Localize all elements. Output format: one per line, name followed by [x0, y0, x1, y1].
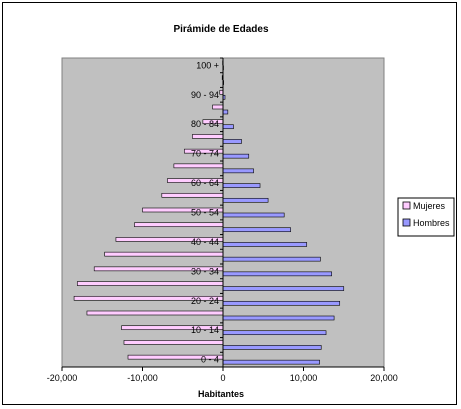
y-tick-label: 30 - 34 [191, 266, 219, 276]
bar-mujeres-55-59 [161, 192, 224, 198]
bar-hombres-40-44 [222, 242, 308, 247]
bar-hombres-75-79 [222, 139, 242, 144]
y-tick-label: 70 - 74 [191, 149, 219, 159]
x-tick-label: 0 [220, 373, 225, 383]
y-tick-label: 60 - 64 [191, 178, 219, 188]
chart-frame: Pirámide de Edades Habitantes 0 - 4 10 - … [2, 2, 457, 405]
y-tick-label: 0 - 4 [201, 355, 219, 365]
bar-mujeres-45-49 [134, 222, 224, 228]
legend-swatch-mujeres [402, 201, 411, 210]
y-tick-label: 100 + [196, 60, 219, 70]
legend: Mujeres Hombres [397, 197, 455, 237]
x-tick-label: -20,000 [47, 373, 78, 383]
bar-hombres-25-29 [222, 286, 345, 291]
population-pyramid-chart: Pirámide de Edades Habitantes 0 - 4 10 - … [47, 24, 455, 399]
x-axis-label: Habitantes [198, 389, 244, 399]
bar-mujeres-5-9 [123, 340, 224, 345]
bar-mujeres-25-29 [76, 281, 224, 286]
axes-group: 0 - 4 10 - 14 20 - 24 30 - 34 40 - 44 50 - 54… [47, 57, 398, 383]
legend-label-mujeres: Mujeres [413, 201, 446, 211]
y-tick-label: 10 - 14 [191, 325, 219, 335]
bar-hombres-60-64 [222, 183, 261, 188]
bar-mujeres-75-79 [192, 134, 224, 139]
bar-hombres-30-34 [222, 271, 332, 277]
bar-mujeres-15-19 [86, 310, 224, 316]
bar-hombres-0-4 [222, 359, 320, 365]
x-tick-label: 20,000 [370, 373, 398, 383]
y-tick-label: 20 - 24 [191, 296, 219, 306]
chart-title: Pirámide de Edades [173, 24, 268, 35]
legend-swatch-hombres [402, 218, 411, 227]
bar-hombres-80-84 [222, 124, 234, 130]
bar-hombres-85-89 [222, 109, 229, 115]
bar-mujeres-65-69 [173, 163, 224, 169]
bar-hombres-10-14 [222, 330, 327, 336]
bar-hombres-50-54 [222, 212, 285, 218]
bar-hombres-55-59 [222, 197, 269, 203]
bar-hombres-45-49 [222, 227, 291, 233]
bar-hombres-70-74 [222, 153, 250, 159]
y-tick-label: 90 - 94 [191, 90, 219, 100]
bar-hombres-35-39 [222, 256, 321, 262]
bar-hombres-15-19 [222, 315, 335, 321]
bar-hombres-5-9 [222, 345, 322, 350]
y-tick-label: 50 - 54 [191, 208, 219, 218]
bar-mujeres-35-39 [104, 251, 224, 257]
bar-hombres-65-69 [222, 168, 254, 174]
y-tick-label: 40 - 44 [191, 237, 219, 247]
legend-label-hombres: Hombres [413, 218, 450, 228]
bars-group [73, 60, 345, 365]
y-tick-label: 80 - 84 [191, 119, 219, 129]
bar-hombres-20-24 [222, 300, 341, 306]
bar-mujeres-85-89 [212, 104, 224, 110]
x-tick-label: -10,000 [127, 373, 158, 383]
x-tick-label: 10,000 [290, 373, 318, 383]
